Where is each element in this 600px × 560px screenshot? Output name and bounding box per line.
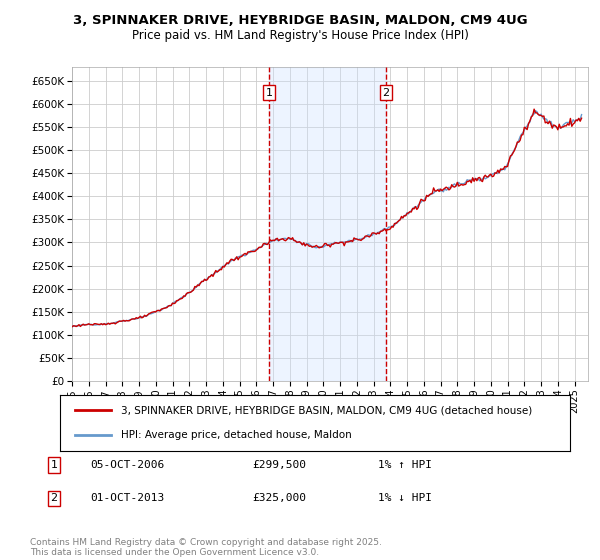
Text: 2: 2 (383, 87, 389, 97)
Text: 3, SPINNAKER DRIVE, HEYBRIDGE BASIN, MALDON, CM9 4UG: 3, SPINNAKER DRIVE, HEYBRIDGE BASIN, MAL… (73, 14, 527, 27)
Text: 1% ↑ HPI: 1% ↑ HPI (378, 460, 432, 470)
Text: Price paid vs. HM Land Registry's House Price Index (HPI): Price paid vs. HM Land Registry's House … (131, 29, 469, 42)
Text: 1% ↓ HPI: 1% ↓ HPI (378, 493, 432, 503)
Text: HPI: Average price, detached house, Maldon: HPI: Average price, detached house, Mald… (121, 430, 352, 440)
Text: £325,000: £325,000 (252, 493, 306, 503)
Text: 2: 2 (50, 493, 58, 503)
Text: 05-OCT-2006: 05-OCT-2006 (90, 460, 164, 470)
Text: Contains HM Land Registry data © Crown copyright and database right 2025.
This d: Contains HM Land Registry data © Crown c… (30, 538, 382, 557)
Text: 01-OCT-2013: 01-OCT-2013 (90, 493, 164, 503)
Bar (269, 67, 386, 381)
Text: 3, SPINNAKER DRIVE, HEYBRIDGE BASIN, MALDON, CM9 4UG (detached house): 3, SPINNAKER DRIVE, HEYBRIDGE BASIN, MAL… (121, 405, 532, 416)
Text: 1: 1 (50, 460, 58, 470)
Text: 1: 1 (265, 87, 272, 97)
Text: £299,500: £299,500 (252, 460, 306, 470)
